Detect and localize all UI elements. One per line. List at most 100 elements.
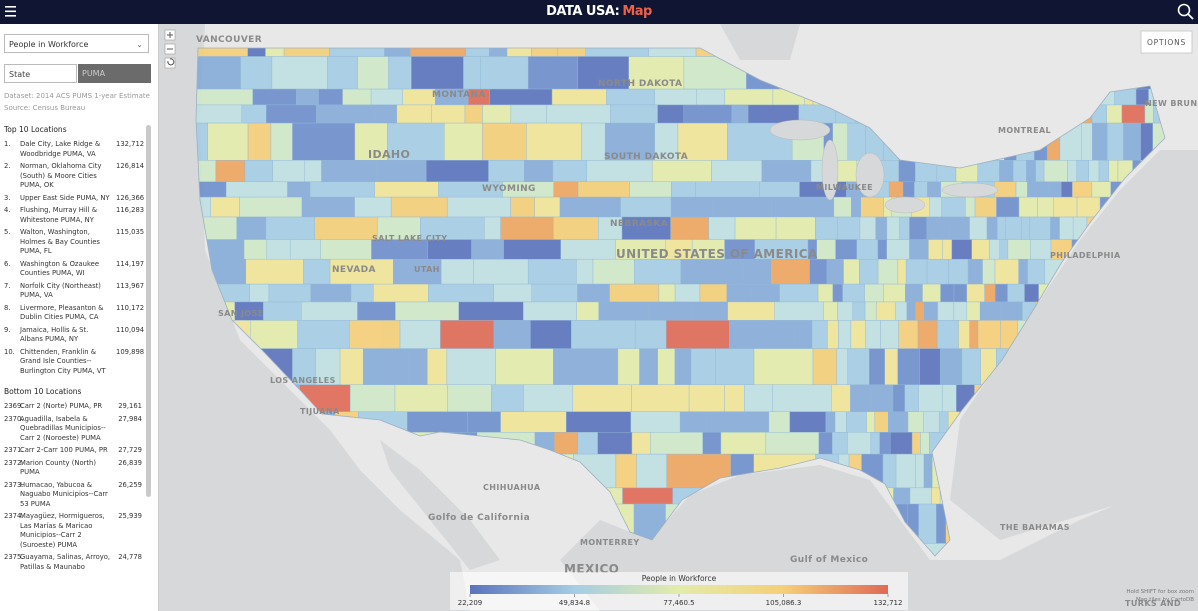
puma-region	[1020, 216, 1031, 240]
location-value: 25,939	[118, 512, 142, 520]
location-value: 27,729	[118, 446, 142, 454]
puma-region	[765, 432, 820, 455]
puma-region	[447, 384, 492, 412]
puma-region	[847, 348, 870, 385]
puma-region	[949, 216, 970, 240]
puma-region	[1092, 122, 1108, 161]
puma-region	[977, 320, 1001, 349]
puma-region	[720, 432, 767, 455]
puma-region	[630, 411, 681, 433]
puma-region	[918, 503, 937, 544]
puma-region	[488, 160, 525, 183]
rank: 2375.	[4, 553, 24, 561]
puma-region	[696, 88, 726, 106]
metric-label: People in Workforce	[9, 40, 89, 49]
puma-region	[606, 88, 655, 106]
location-value: 26,259	[118, 480, 142, 489]
puma-region	[882, 453, 897, 489]
toggle-state[interactable]: State	[4, 64, 77, 83]
puma-region	[650, 432, 703, 455]
place-label: VANCOUVER	[196, 35, 262, 45]
puma-region	[772, 384, 832, 412]
puma-region	[870, 432, 880, 455]
puma-region	[847, 122, 866, 161]
puma-region	[898, 320, 919, 349]
puma-region	[942, 239, 953, 260]
puma-region	[1037, 196, 1055, 218]
options-button[interactable]	[1140, 30, 1193, 54]
puma-region	[711, 160, 762, 183]
location-row: 3. Upper East Side PUMA, NY 126,366	[4, 194, 144, 204]
puma-region	[940, 348, 963, 385]
location-value: 110,172	[116, 303, 145, 312]
location-value: 109,898	[116, 347, 145, 356]
dataset: Dataset: 2014 ACS PUMS 1-year Estimate	[4, 92, 150, 100]
brand[interactable]: DATA USA: Map	[0, 4, 1198, 19]
puma-region	[342, 88, 372, 106]
puma-region	[731, 104, 749, 124]
puma-region	[245, 258, 304, 285]
options-label: OPTIONS	[1147, 38, 1186, 47]
brand-name: DATA USA:	[546, 4, 620, 19]
puma-region	[866, 411, 876, 433]
puma-region	[577, 56, 629, 90]
location-row: 8. Livermore, Pleasanton & Dublin Cities …	[4, 303, 145, 323]
puma-region	[484, 216, 501, 240]
puma-region	[250, 320, 298, 349]
location-name: Carr 2 (Norte) PUMA, PR	[20, 402, 103, 410]
puma-region	[634, 320, 667, 349]
puma-region	[879, 432, 891, 455]
puma-region	[411, 56, 464, 90]
puma-region	[395, 301, 459, 321]
puma-region	[917, 320, 938, 349]
puma-region	[859, 258, 879, 285]
puma-region	[394, 384, 448, 412]
puma-region	[363, 348, 409, 385]
legend-tick-label: 77,460.5	[663, 599, 694, 607]
map[interactable]: VANCOUVER MONTANA NORTH DAKOTA IDAHO WYOMING…	[159, 24, 1198, 611]
puma-region	[886, 239, 910, 260]
puma-region	[875, 301, 896, 321]
scrollbar[interactable]	[146, 125, 151, 497]
rank: 7.	[4, 281, 11, 290]
puma-region	[654, 88, 697, 106]
location-row: 2374. Mayagüez, Hormigueros, Las Marías &…	[4, 512, 142, 550]
rank: 6.	[4, 259, 11, 268]
puma-region	[657, 104, 685, 124]
puma-region	[1012, 160, 1027, 183]
puma-region	[895, 301, 908, 321]
puma-region	[726, 283, 752, 303]
place-label: TIJUANA	[300, 407, 340, 416]
puma-region	[610, 104, 658, 124]
puma-region	[941, 196, 966, 218]
toggle-puma[interactable]: PUMA	[78, 64, 151, 83]
puma-region	[440, 320, 495, 349]
source: Source: Census Bureau	[4, 104, 86, 112]
location-value: 114,197	[116, 259, 145, 268]
reset-button[interactable]	[164, 57, 176, 69]
puma-region	[679, 411, 707, 433]
rank: 4.	[4, 206, 11, 214]
puma-region	[617, 348, 640, 385]
location-name: Washington & Ozaukee Counties PUMA, WI	[20, 259, 100, 278]
puma-region	[571, 320, 636, 349]
puma-region	[702, 432, 722, 455]
puma-region	[727, 301, 775, 321]
puma-region	[565, 411, 632, 433]
puma-region	[724, 88, 774, 106]
puma-region	[327, 56, 358, 90]
metric-select[interactable]: People in Workforce ⌄	[4, 34, 149, 53]
puma-region	[850, 320, 866, 349]
legend-tick-label: 49,834.8	[559, 599, 590, 607]
puma-region	[941, 384, 957, 412]
search-icon[interactable]	[1176, 0, 1196, 24]
puma-region	[811, 320, 828, 349]
puma-region	[289, 239, 321, 260]
gulf-of-california	[380, 440, 500, 570]
puma-region	[196, 56, 241, 90]
puma-region	[357, 56, 389, 90]
puma-region	[615, 453, 637, 489]
menu-icon[interactable]	[4, 0, 24, 24]
puma-region	[744, 384, 773, 412]
puma-region	[370, 88, 403, 106]
